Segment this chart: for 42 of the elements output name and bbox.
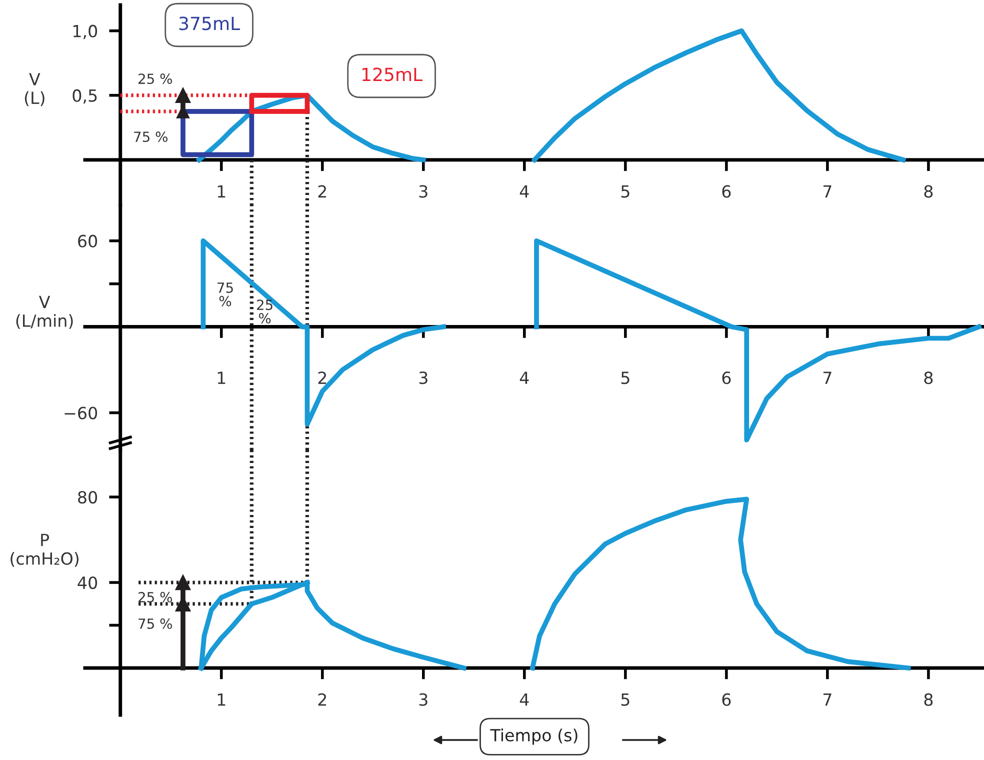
x-tick-label: 6 bbox=[722, 693, 731, 706]
x-tick-label: 8 bbox=[924, 185, 933, 198]
x-tick-label: 7 bbox=[824, 372, 832, 384]
y-tick-label: 40 bbox=[78, 576, 98, 590]
y-tick-label: 0,5 bbox=[72, 89, 97, 104]
x-tick-label: 8 bbox=[924, 372, 933, 384]
x-axis-title: Tiempo (s) bbox=[490, 728, 578, 745]
y-axis-title: P (cmH₂O) bbox=[10, 534, 78, 567]
x-tick-label: 3 bbox=[419, 372, 428, 384]
x-tick-label: 4 bbox=[520, 372, 529, 384]
x-tick-label: 5 bbox=[621, 693, 630, 706]
x-tick-label: 1 bbox=[218, 372, 226, 384]
annotation: 375mL bbox=[179, 16, 240, 30]
annotation: 125mL bbox=[362, 68, 423, 82]
annotation: 25 % bbox=[138, 592, 172, 602]
y-axis-title: V (L) bbox=[24, 73, 44, 106]
x-tick-label: 4 bbox=[520, 693, 529, 706]
x-tick-label: 2 bbox=[318, 693, 326, 706]
x-tick-label: 4 bbox=[520, 185, 529, 198]
x-tick-label: 3 bbox=[419, 185, 428, 198]
annotation: 75 % bbox=[134, 132, 168, 142]
x-tick-label: 5 bbox=[621, 185, 630, 198]
x-tick-label: 3 bbox=[419, 693, 428, 706]
x-tick-label: 7 bbox=[824, 185, 832, 198]
y-tick-label: 1,0 bbox=[73, 24, 98, 40]
y-axis-title: V (L/min) bbox=[16, 296, 73, 329]
y-tick-label: 80 bbox=[78, 490, 98, 504]
y-tick-label: 60 bbox=[78, 234, 98, 248]
annotation: 75 % bbox=[218, 282, 233, 306]
x-tick-label: 7 bbox=[824, 693, 832, 706]
x-tick-label: 5 bbox=[621, 372, 630, 384]
x-tick-label: 8 bbox=[924, 693, 933, 706]
annotation: 25 % bbox=[256, 300, 272, 324]
annotation: 75 % bbox=[138, 618, 172, 629]
x-tick-label: 1 bbox=[218, 693, 226, 706]
x-tick-label: 2 bbox=[318, 185, 326, 198]
x-tick-label: 6 bbox=[722, 372, 731, 384]
x-tick-label: 1 bbox=[218, 185, 226, 198]
y-tick-label: −60 bbox=[64, 406, 98, 420]
annotation: 25 % bbox=[138, 74, 172, 84]
x-tick-label: 2 bbox=[318, 372, 326, 384]
x-tick-label: 6 bbox=[722, 185, 731, 198]
